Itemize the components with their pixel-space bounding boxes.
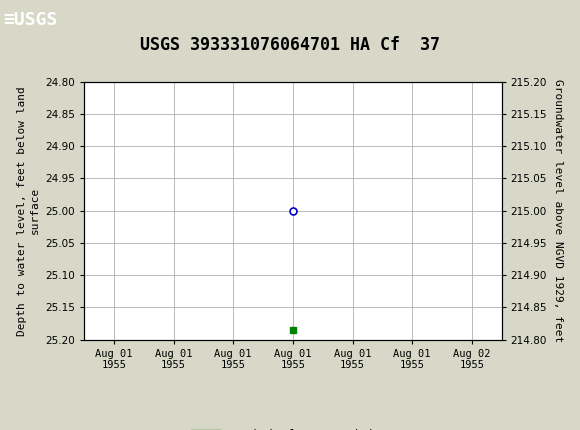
Legend: Period of approved data: Period of approved data xyxy=(191,429,394,430)
Y-axis label: Depth to water level, feet below land
surface: Depth to water level, feet below land su… xyxy=(17,86,39,335)
Text: ≡USGS: ≡USGS xyxy=(3,12,57,29)
Text: USGS 393331076064701 HA Cf  37: USGS 393331076064701 HA Cf 37 xyxy=(140,36,440,54)
Y-axis label: Groundwater level above NGVD 1929, feet: Groundwater level above NGVD 1929, feet xyxy=(553,79,563,342)
